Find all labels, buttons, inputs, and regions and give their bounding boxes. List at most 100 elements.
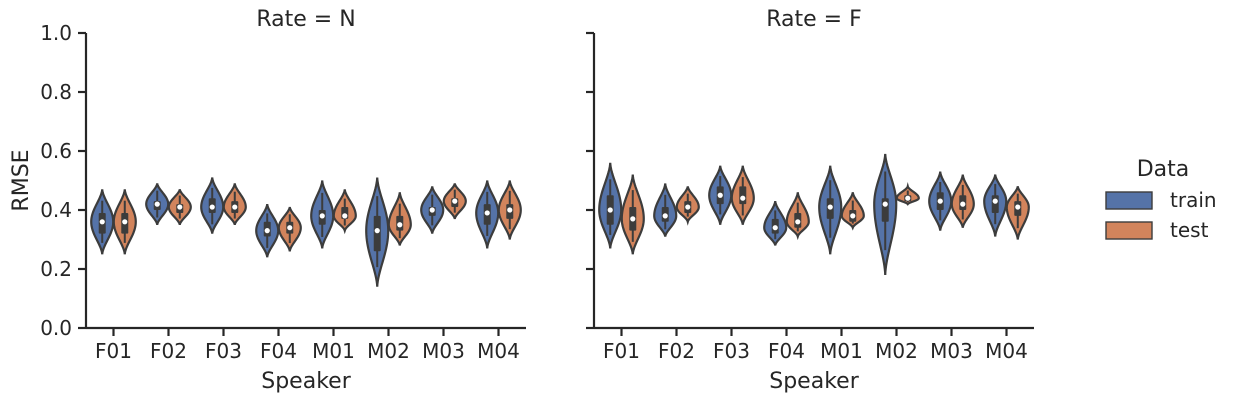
violin-median-dot (772, 225, 778, 231)
legend-label-train: train (1170, 188, 1217, 212)
violin-train-M03 (420, 186, 445, 234)
violin-train-M04 (983, 174, 1008, 237)
violin-test-F04 (785, 192, 810, 241)
violin-median-dot (960, 201, 966, 207)
x-tick-label: M02 (367, 339, 410, 363)
violin-train-F02 (145, 183, 170, 225)
violin-median-dot (685, 204, 691, 210)
y-tick-label: 0.0 (40, 316, 72, 340)
x-tick-label: M04 (985, 339, 1028, 363)
violin-test-F02 (675, 186, 700, 226)
violin-test-F03 (222, 183, 247, 225)
panel-title: Rate = F (766, 7, 862, 32)
violin-iqr-box (991, 195, 999, 213)
x-tick-label: F02 (150, 339, 187, 363)
violin-median-dot (827, 204, 833, 210)
violin-test-F03 (730, 165, 755, 225)
legend-title: Data (1137, 157, 1190, 182)
violin-test-M03 (950, 174, 975, 228)
violin-train-M02 (365, 177, 390, 287)
x-tick-label: M01 (820, 339, 863, 363)
violin-median-dot (264, 228, 270, 234)
violin-median-dot (397, 222, 403, 228)
legend-label-test: test (1170, 218, 1209, 242)
violin-median-dot (484, 210, 490, 216)
violin-median-dot (374, 228, 380, 234)
violin-median-dot (232, 204, 238, 210)
violin-median-dot (1015, 204, 1021, 210)
violin-median-dot (429, 207, 435, 213)
x-tick-label: M03 (422, 339, 465, 363)
y-tick-label: 0.8 (40, 80, 72, 104)
violin-train-M01 (310, 180, 335, 249)
violin-train-M02 (873, 153, 898, 275)
x-tick-label: F02 (658, 339, 695, 363)
violin-median-dot (992, 198, 998, 204)
y-tick-label: 0.6 (40, 139, 72, 163)
violin-iqr-box (739, 186, 747, 205)
y-axis-label: RMSE (9, 149, 34, 211)
violin-median-dot (177, 204, 183, 210)
y-tick-label: 0.2 (40, 257, 72, 281)
x-axis-label: Speaker (261, 369, 351, 394)
violin-test-M04 (497, 180, 522, 240)
violin-median-dot (319, 213, 325, 219)
violin-test-M02 (387, 192, 412, 246)
x-tick-label: F03 (205, 339, 242, 363)
x-tick-label: F04 (768, 339, 805, 363)
x-tick-label: M02 (875, 339, 918, 363)
violin-median-dot (740, 195, 746, 201)
violin-median-dot (795, 219, 801, 225)
violin-median-dot (850, 213, 856, 219)
y-tick-label: 1.0 (40, 21, 72, 45)
violin-median-dot (717, 192, 723, 198)
violin-test-F02 (167, 189, 192, 225)
violin-iqr-box (373, 215, 381, 252)
violin-test-M01 (332, 189, 357, 235)
violin-train-M04 (475, 180, 500, 249)
violin-train-F01 (90, 189, 115, 255)
x-tick-label: F01 (95, 339, 132, 363)
legend: Data train test (1105, 157, 1217, 242)
violin-test-M02 (895, 182, 920, 206)
violin-median-dot (937, 198, 943, 204)
x-tick-label: M01 (312, 339, 355, 363)
violin-median-dot (287, 225, 293, 231)
violin-test-F04 (277, 206, 302, 252)
x-axis-label: Speaker (769, 369, 859, 394)
violin-train-F04 (763, 201, 788, 246)
violin-median-dot (99, 219, 105, 225)
violin-train-F01 (598, 162, 623, 249)
violin-test-M04 (1005, 186, 1030, 240)
violin-train-M01 (818, 165, 843, 255)
violin-median-dot (154, 201, 160, 207)
violin-test-F01 (620, 174, 645, 255)
legend-swatch-train (1105, 191, 1153, 210)
violin-train-F02 (653, 183, 678, 237)
x-tick-label: F04 (260, 339, 297, 363)
panel-1: Rate = N 0.0 0.2 0.4 0.6 0.8 1.0 RMSE F01 F02 F03 F… (9, 7, 526, 394)
x-tick-label: F01 (603, 339, 640, 363)
panel-2: Rate = F F01 F02 F03 F04 M01 M02 M03 M04 Speaker (586, 7, 1034, 394)
violin-median-dot (342, 213, 348, 219)
violin-median-dot (122, 219, 128, 225)
x-tick-label: F03 (713, 339, 750, 363)
violin-median-dot (452, 198, 458, 204)
legend-swatch-test (1105, 221, 1153, 240)
violin-test-M01 (840, 192, 865, 231)
violin-train-M03 (928, 171, 953, 231)
violin-test-F01 (112, 189, 137, 255)
violin-median-dot (905, 195, 911, 201)
violin-median-dot (607, 207, 613, 213)
violin-train-F03 (200, 177, 225, 234)
x-tick-label: M04 (477, 339, 520, 363)
violin-median-dot (507, 207, 513, 213)
violin-median-dot (882, 201, 888, 207)
violin-train-F04 (255, 203, 280, 258)
y-tick-label: 0.4 (40, 198, 72, 222)
violin-test-M03 (442, 183, 467, 220)
violin-median-dot (630, 216, 636, 222)
panel-title: Rate = N (256, 7, 355, 32)
violin-median-dot (209, 204, 215, 210)
